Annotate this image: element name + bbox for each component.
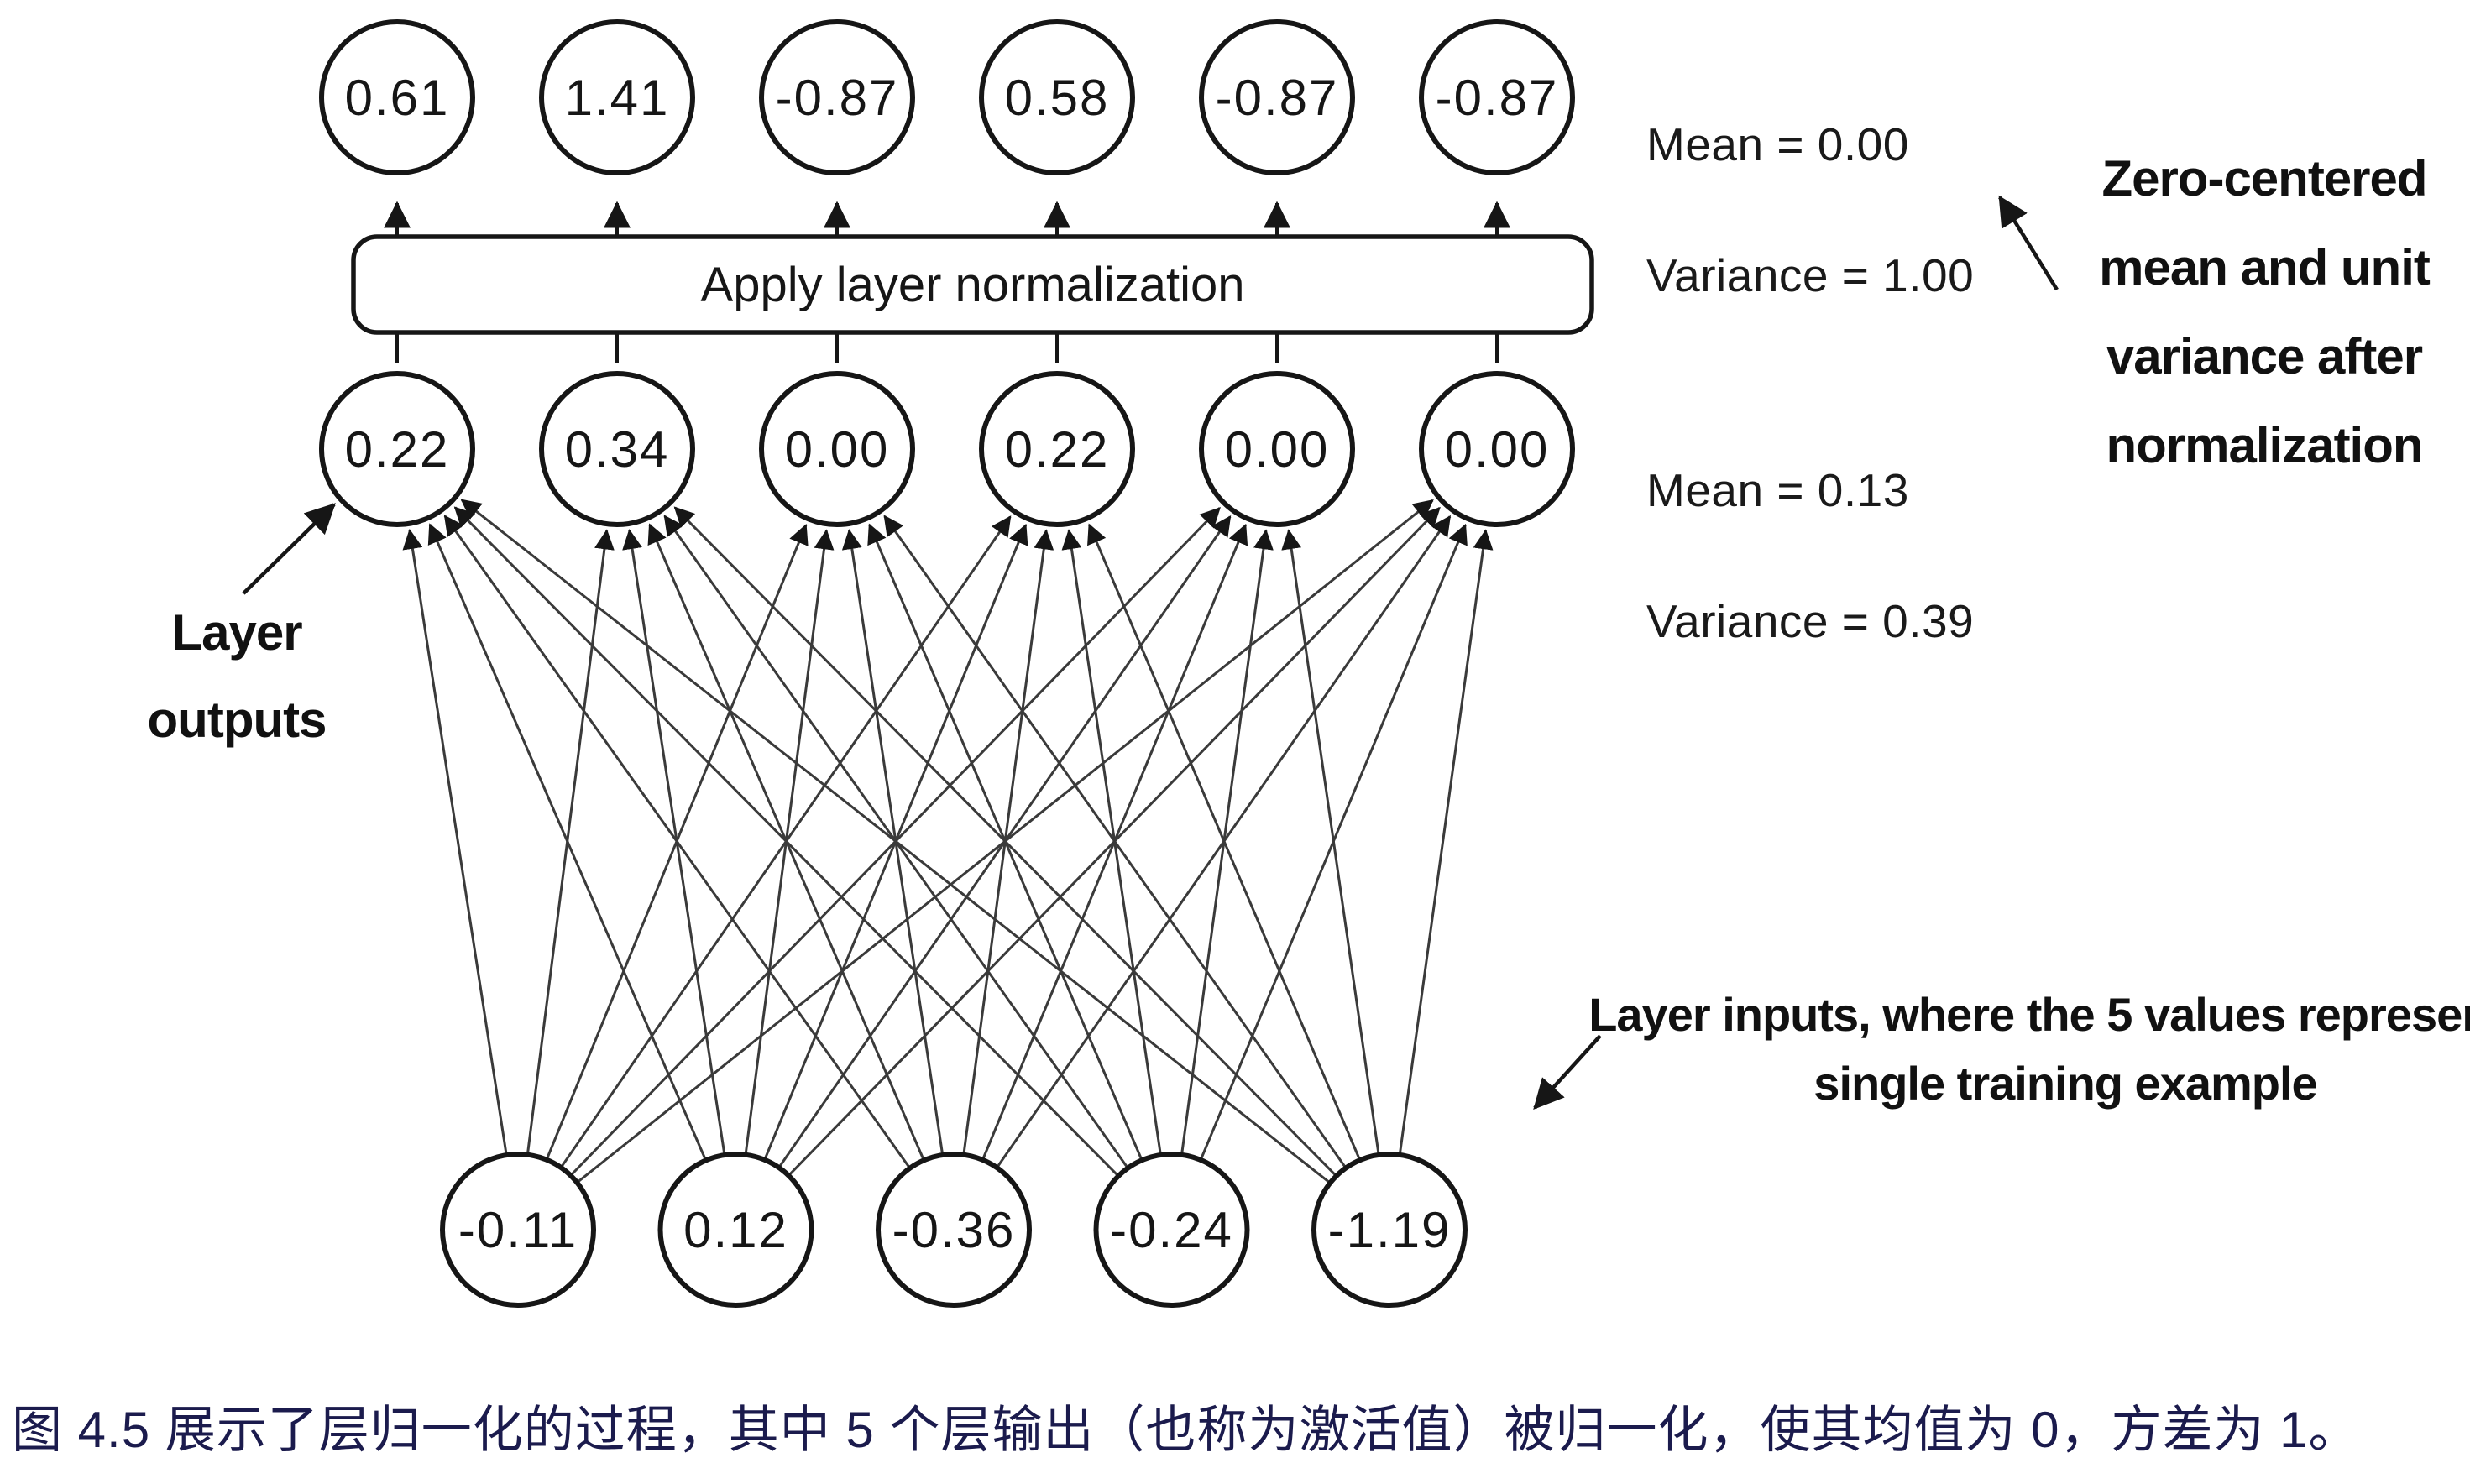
- layer-output-node-value: 0.00: [1225, 421, 1330, 478]
- annotation-arrows-group: [242, 195, 2059, 1110]
- figure-caption: 图 4.5 展示了层归一化的过程，其中 5 个层输出（也称为激活值）被归一化，使…: [12, 1402, 2360, 1458]
- output-normalized-node-value: 0.58: [1005, 70, 1110, 126]
- layer-inputs-note: Layer inputs, where the 5 values represe…: [1588, 988, 2470, 1110]
- connection-line: [402, 529, 508, 1154]
- pre-norm-stats: Mean = 0.13 Variance = 0.39: [1646, 392, 1974, 719]
- layer-output-node-value: 0.22: [1005, 421, 1110, 478]
- layer-input-node-row: -0.11 0.12 -0.36 -0.24 -1.19: [440, 1152, 1468, 1308]
- layer-output-node: [759, 371, 915, 527]
- connection-line: [673, 506, 1337, 1176]
- output-normalized-node-value: -0.87: [1436, 70, 1559, 126]
- output-normalized-node: [759, 19, 915, 175]
- vertical-links-group: [384, 201, 1510, 363]
- post-norm-variance: Variance = 1.00: [1646, 249, 1975, 301]
- output-normalized-node-value: 1.41: [565, 70, 670, 126]
- layer-input-node: [657, 1152, 814, 1308]
- zero-centered-note: Zero-centered mean and unit variance aft…: [2099, 150, 2431, 473]
- post-norm-mean: Mean = 0.00: [1646, 118, 1909, 170]
- layer-output-node-value: 0.00: [1445, 421, 1550, 478]
- layer-output-node: [539, 371, 695, 527]
- layer-input-node-value: -0.36: [892, 1202, 1016, 1258]
- layer-input-node: [1311, 1152, 1468, 1308]
- output-normalized-node: [1419, 19, 1575, 175]
- layer-output-node: [319, 371, 475, 527]
- output-normalized-node-row: 0.61 1.41 -0.87 0.58 -0.87 -0.87: [319, 19, 1575, 175]
- connection-line: [1087, 523, 1361, 1159]
- layer-outputs-label: Layer outputs: [147, 604, 327, 748]
- normalization-box: [351, 234, 1594, 335]
- normalization-box-group: Apply layer normalization: [351, 234, 1594, 335]
- post-norm-stats: Mean = 0.00 Variance = 1.00: [1646, 46, 1974, 374]
- output-normalized-node: [539, 19, 695, 175]
- layer-outputs-arrow: [242, 503, 336, 595]
- output-normalized-node: [319, 19, 475, 175]
- layer-input-node: [876, 1152, 1032, 1308]
- connection-line: [443, 515, 910, 1168]
- layer-input-node: [440, 1152, 596, 1308]
- layer-output-node-value: 0.00: [785, 421, 890, 478]
- layer-output-node: [1419, 371, 1575, 527]
- output-normalized-node: [979, 19, 1135, 175]
- layer-output-node-value: 0.22: [345, 421, 450, 478]
- connection-line: [883, 515, 1347, 1168]
- pre-norm-mean: Mean = 0.13: [1646, 464, 1909, 516]
- layer-input-node-value: -0.24: [1110, 1202, 1233, 1258]
- pre-norm-variance: Variance = 0.39: [1646, 595, 1975, 647]
- layer-output-node-row: 0.22 0.34 0.00 0.22 0.00 0.00: [319, 371, 1575, 527]
- connection-line: [460, 499, 1330, 1184]
- output-normalized-node-value: -0.87: [1216, 70, 1339, 126]
- layer-output-node: [1199, 371, 1355, 527]
- connection-line: [453, 506, 1118, 1176]
- connections-group: [402, 499, 1494, 1184]
- layer-input-node-value: -0.11: [458, 1202, 578, 1258]
- normalization-box-label: Apply layer normalization: [701, 258, 1245, 312]
- layer-input-node-value: 0.12: [683, 1202, 788, 1258]
- output-normalized-node-value: 0.61: [345, 70, 450, 126]
- layer-output-node: [979, 371, 1135, 527]
- layer-inputs-arrow: [1533, 1034, 1602, 1110]
- connection-line: [1281, 529, 1380, 1154]
- layer-input-node: [1093, 1152, 1250, 1308]
- layer-output-node-value: 0.34: [565, 421, 670, 478]
- output-normalized-node-value: -0.87: [776, 70, 899, 126]
- zero-centered-arrow: [1998, 195, 2059, 291]
- connection-line: [1399, 529, 1494, 1154]
- output-normalized-node: [1199, 19, 1355, 175]
- connection-line: [427, 523, 707, 1160]
- layer-input-node-value: -1.19: [1328, 1202, 1452, 1258]
